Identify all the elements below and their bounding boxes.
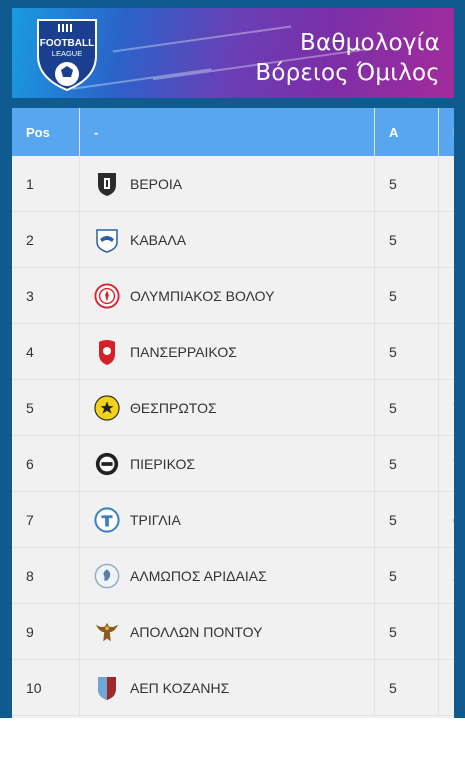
points-cell: 7: [438, 435, 454, 492]
table-row: 5 ΘΕΣΠΡΩΤΟΣ 5 7: [12, 379, 454, 436]
points-cell: 6: [438, 491, 454, 548]
pierikos-crest-icon: [94, 451, 120, 477]
table-row: 9 ΑΠΟΛΛΩΝ ΠΟΝΤΟΥ 5 1: [12, 603, 454, 660]
team-name[interactable]: ΟΛΥΜΠΙΑΚΟΣ ΒΟΛΟΥ: [130, 287, 275, 304]
position-cell: 8: [12, 547, 80, 604]
triglia-crest-icon: [94, 506, 120, 533]
apollon-pontou-crest-icon: [94, 619, 120, 645]
games-cell: 5: [374, 156, 439, 212]
table-row: 1 ΒΕΡΟΙΑ 5 12: [12, 156, 454, 212]
aep-kozanis-crest-icon: [94, 675, 120, 701]
games-cell: 5: [374, 211, 439, 268]
team-name[interactable]: ΠΑΝΣΕΡΡΑΙΚΟΣ: [130, 343, 237, 360]
points-cell: 12: [438, 267, 454, 324]
team-name[interactable]: ΒΕΡΟΙΑ: [130, 175, 183, 192]
games-cell: 5: [374, 323, 439, 380]
table-row: 7 ΤΡΙΓΛΙΑ 5 6: [12, 491, 454, 548]
column-header-points[interactable]: Π: [438, 108, 454, 156]
points-cell: 2: [438, 547, 454, 604]
team-name[interactable]: ΑΕΠ ΚΟΖΑΝΗΣ: [130, 679, 230, 696]
position-cell: 2: [12, 211, 80, 268]
page-title: Βαθμολογία Βόρειος Όμιλος: [255, 28, 440, 88]
position-cell: 7: [12, 491, 80, 548]
team-name[interactable]: ΠΙΕΡΙΚΟΣ: [130, 455, 196, 472]
games-cell: 5: [374, 603, 439, 660]
position-cell: 1: [12, 156, 80, 212]
column-header-pos[interactable]: Pos: [12, 108, 80, 156]
thesprotos-crest-icon: [94, 394, 120, 421]
veroia-crest-icon: [94, 171, 120, 197]
standings-table: Pos - Α Π 1 ΒΕΡΟΙΑ 5 12: [12, 108, 454, 716]
team-name[interactable]: ΚΑΒΑΛΑ: [130, 231, 187, 248]
title-line-1: Βαθμολογία: [300, 30, 440, 56]
svg-text:LEAGUE: LEAGUE: [52, 49, 82, 58]
header-banner: FOOTBALL LEAGUE Βαθμολογία Βόρειος Όμιλο…: [12, 8, 454, 98]
team-name[interactable]: ΘΕΣΠΡΩΤΟΣ: [130, 399, 217, 416]
table-row: 4 ΠΑΝΣΕΡΡΑΙΚΟΣ 5 10: [12, 323, 454, 380]
games-cell: 5: [374, 267, 439, 324]
table-row: 8 ΑΛΜΩΠΟΣ ΑΡΙΔΑΙΑΣ 5 2: [12, 547, 454, 604]
table-row: 3 ΟΛΥΜΠΙΑΚΟΣ ΒΟΛΟΥ 5 12: [12, 267, 454, 324]
standings-table-container: Pos - Α Π 1 ΒΕΡΟΙΑ 5 12: [12, 108, 454, 718]
table-row: 6 ΠΙΕΡΙΚΟΣ 5 7: [12, 435, 454, 492]
points-cell: 1: [438, 659, 454, 716]
points-cell: 7: [438, 379, 454, 436]
table-header-row: Pos - Α Π: [12, 108, 454, 156]
page-frame: FOOTBALL LEAGUE Βαθμολογία Βόρειος Όμιλο…: [0, 0, 465, 718]
title-line-2: Βόρειος Όμιλος: [255, 60, 440, 86]
points-cell: 12: [438, 156, 454, 212]
games-cell: 5: [374, 659, 439, 716]
svg-text:FOOTBALL: FOOTBALL: [40, 38, 94, 49]
position-cell: 4: [12, 323, 80, 380]
panserraikos-crest-icon: [94, 339, 120, 365]
games-cell: 5: [374, 547, 439, 604]
football-league-logo: FOOTBALL LEAGUE: [32, 16, 102, 92]
position-cell: 3: [12, 267, 80, 324]
team-name[interactable]: ΤΡΙΓΛΙΑ: [130, 511, 181, 528]
position-cell: 9: [12, 603, 80, 660]
table-row: 10 ΑΕΠ ΚΟΖΑΝΗΣ 5 1: [12, 659, 454, 716]
column-header-games[interactable]: Α: [374, 108, 439, 156]
almopos-crest-icon: [94, 563, 120, 589]
points-cell: 10: [438, 323, 454, 380]
games-cell: 5: [374, 435, 439, 492]
position-cell: 5: [12, 379, 80, 436]
games-cell: 5: [374, 491, 439, 548]
team-name[interactable]: ΑΠΟΛΛΩΝ ΠΟΝΤΟΥ: [130, 623, 263, 640]
team-name[interactable]: ΑΛΜΩΠΟΣ ΑΡΙΔΑΙΑΣ: [130, 567, 267, 584]
position-cell: 6: [12, 435, 80, 492]
games-cell: 5: [374, 379, 439, 436]
column-header-team[interactable]: -: [79, 108, 375, 156]
position-cell: 10: [12, 659, 80, 716]
kavala-crest-icon: [94, 227, 120, 253]
olympiakos-volou-crest-icon: [94, 282, 120, 309]
points-cell: 1: [438, 603, 454, 660]
points-cell: 12: [438, 211, 454, 268]
table-row: 2 ΚΑΒΑΛΑ 5 12: [12, 211, 454, 268]
